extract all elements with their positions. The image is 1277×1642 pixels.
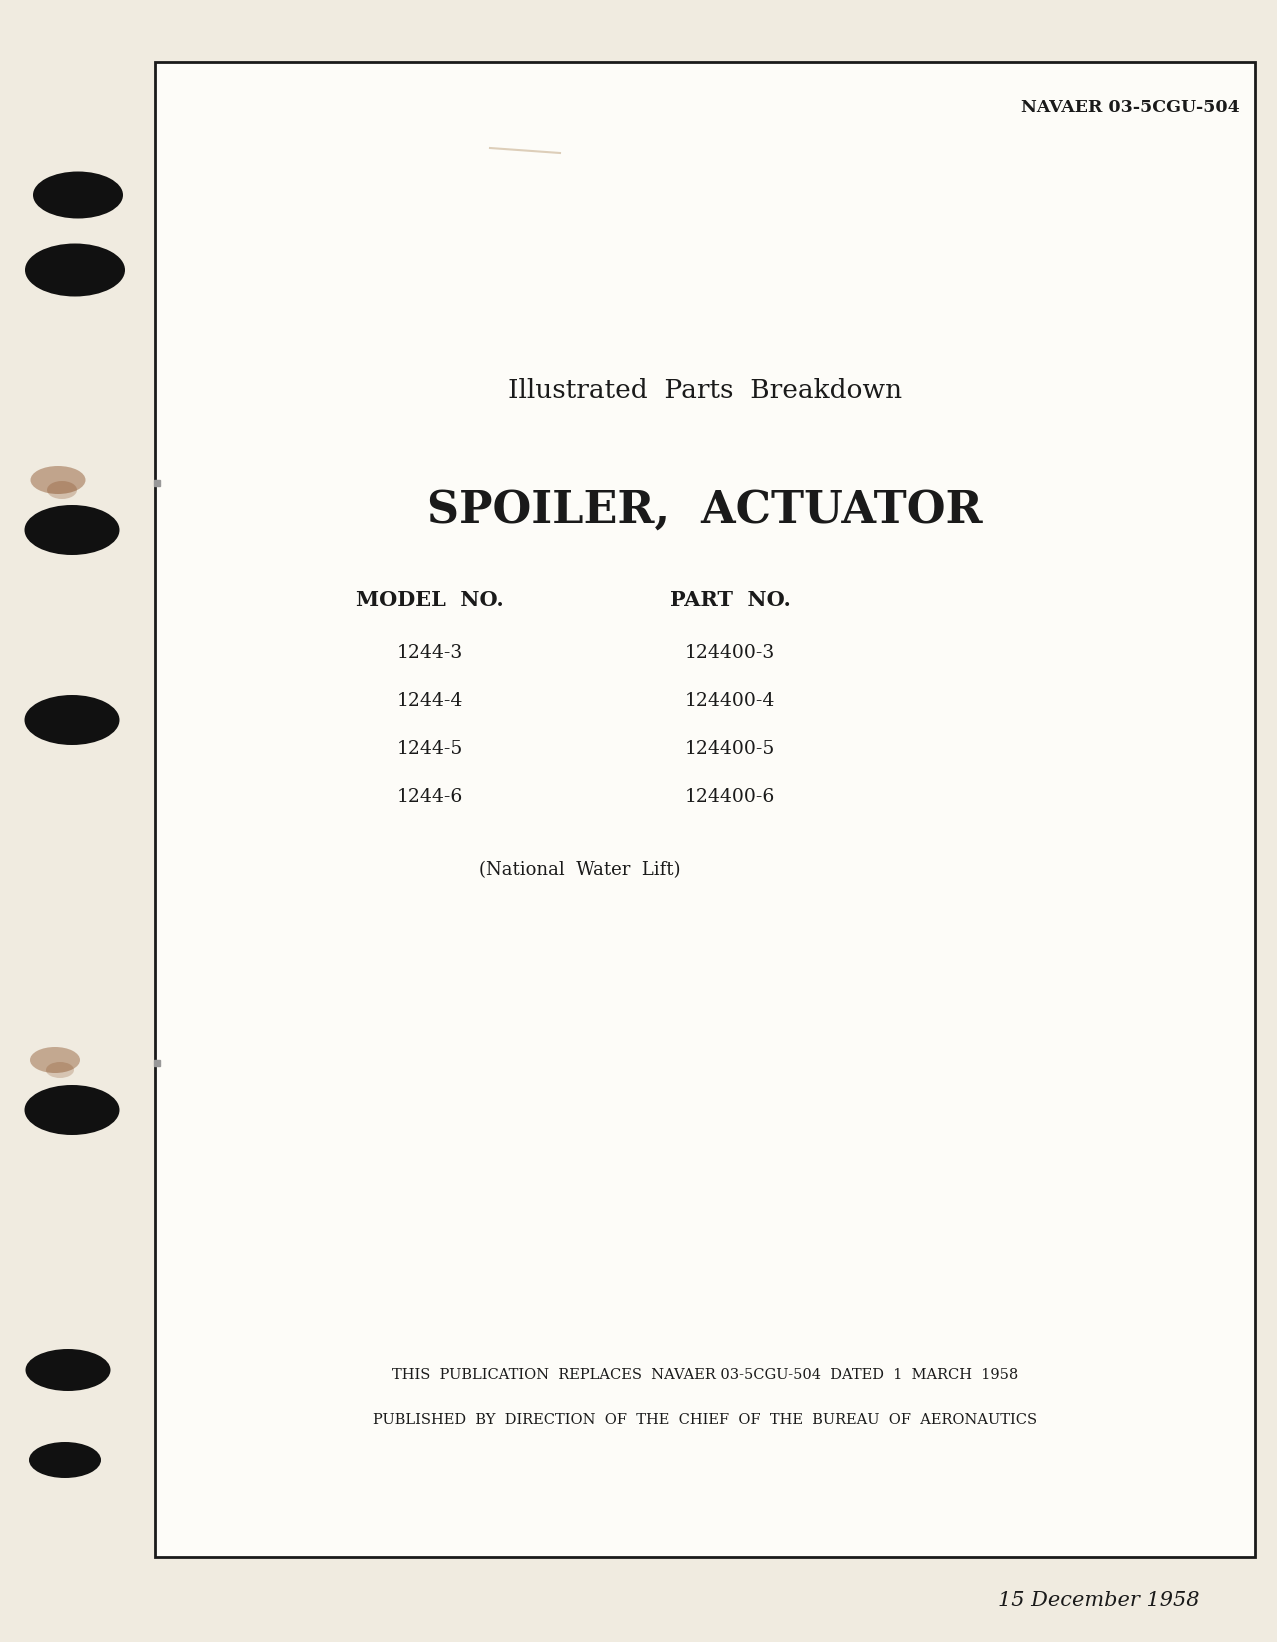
Text: 1244-5: 1244-5 bbox=[397, 741, 464, 759]
Ellipse shape bbox=[24, 506, 120, 555]
Text: 124400-3: 124400-3 bbox=[684, 644, 775, 662]
Ellipse shape bbox=[29, 1048, 80, 1072]
Ellipse shape bbox=[26, 243, 125, 297]
Text: NAVAER 03-5CGU-504: NAVAER 03-5CGU-504 bbox=[1022, 99, 1240, 115]
Text: 15 December 1958: 15 December 1958 bbox=[999, 1591, 1200, 1609]
Ellipse shape bbox=[47, 481, 77, 499]
Text: 1244-6: 1244-6 bbox=[397, 788, 464, 806]
Bar bbox=[155, 62, 1255, 1557]
Text: MODEL  NO.: MODEL NO. bbox=[356, 589, 504, 609]
Text: 1244-4: 1244-4 bbox=[397, 691, 464, 709]
Text: 1244-3: 1244-3 bbox=[397, 644, 464, 662]
Ellipse shape bbox=[26, 1350, 111, 1391]
Ellipse shape bbox=[24, 1085, 120, 1135]
Text: 124400-6: 124400-6 bbox=[684, 788, 775, 806]
Ellipse shape bbox=[24, 695, 120, 745]
Text: PART  NO.: PART NO. bbox=[669, 589, 790, 609]
Text: (National  Water  Lift): (National Water Lift) bbox=[479, 860, 681, 878]
Text: THIS  PUBLICATION  REPLACES  NAVAER 03-5CGU-504  DATED  1  MARCH  1958: THIS PUBLICATION REPLACES NAVAER 03-5CGU… bbox=[392, 1368, 1018, 1383]
Ellipse shape bbox=[29, 1442, 101, 1478]
Text: 124400-5: 124400-5 bbox=[684, 741, 775, 759]
Text: SPOILER,  ACTUATOR: SPOILER, ACTUATOR bbox=[428, 489, 983, 532]
Ellipse shape bbox=[46, 1062, 74, 1079]
Text: Illustrated  Parts  Breakdown: Illustrated Parts Breakdown bbox=[508, 378, 902, 402]
Text: 124400-4: 124400-4 bbox=[684, 691, 775, 709]
Text: PUBLISHED  BY  DIRECTION  OF  THE  CHIEF  OF  THE  BUREAU  OF  AERONAUTICS: PUBLISHED BY DIRECTION OF THE CHIEF OF T… bbox=[373, 1414, 1037, 1427]
Ellipse shape bbox=[33, 171, 123, 218]
Ellipse shape bbox=[31, 466, 86, 494]
